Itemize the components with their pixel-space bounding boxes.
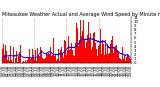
Text: Milwaukee Weather Actual and Average Wind Speed by Minute mph (Last 24 Hours): Milwaukee Weather Actual and Average Win… <box>2 12 160 17</box>
